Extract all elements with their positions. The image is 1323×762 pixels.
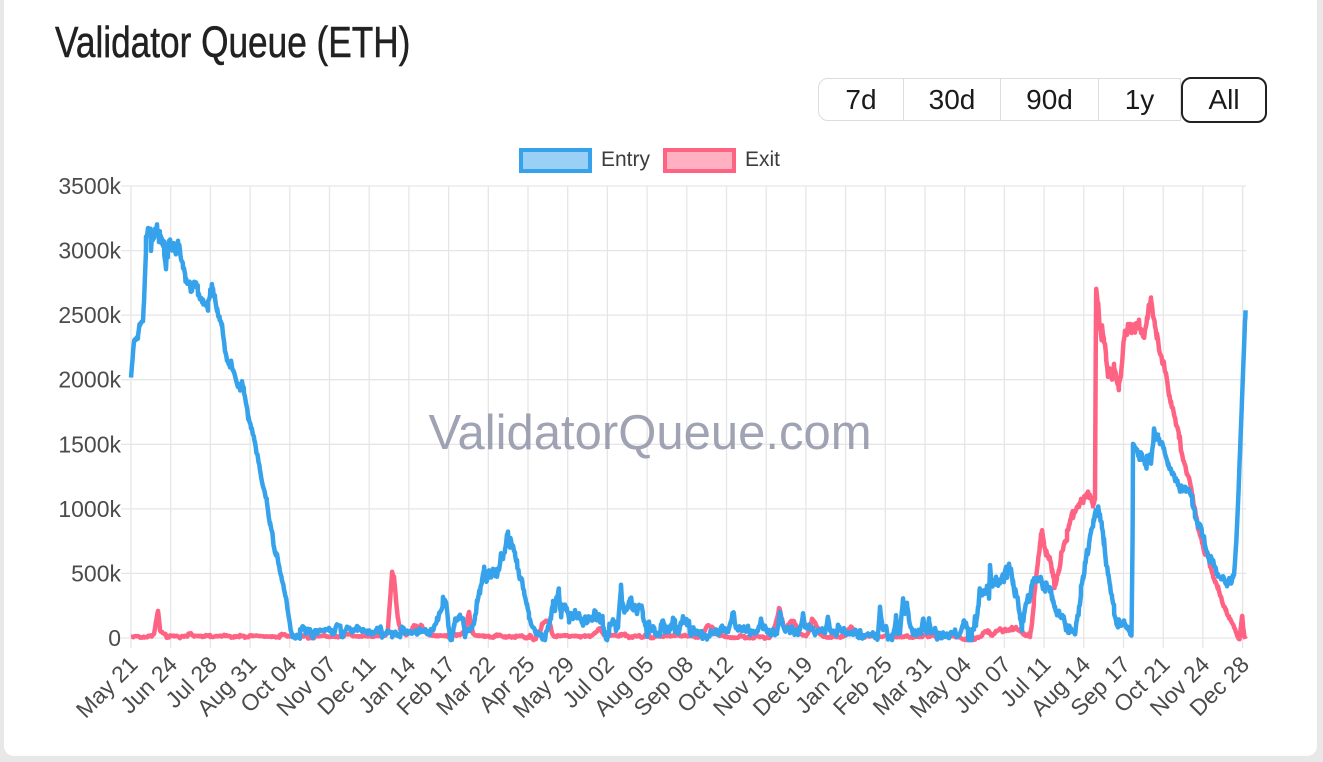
svg-text:ValidatorQueue.com: ValidatorQueue.com	[428, 406, 871, 460]
svg-text:500k: 500k	[71, 560, 121, 586]
svg-text:2000k: 2000k	[58, 367, 121, 393]
svg-text:1500k: 1500k	[58, 431, 121, 457]
svg-text:1000k: 1000k	[58, 496, 121, 522]
svg-text:2500k: 2500k	[58, 302, 121, 328]
svg-text:3500k: 3500k	[58, 173, 121, 199]
svg-text:3000k: 3000k	[58, 238, 121, 264]
svg-text:0: 0	[108, 625, 121, 651]
